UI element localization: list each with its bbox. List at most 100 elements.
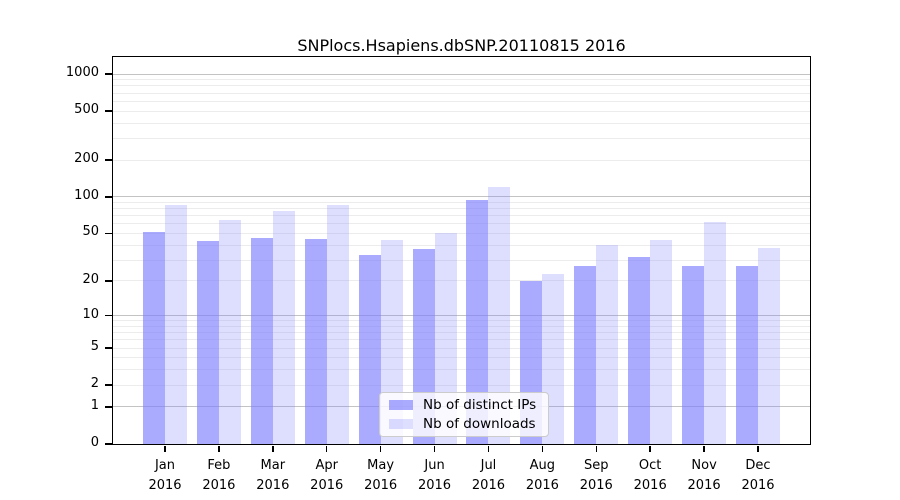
legend-label-downloads: Nb of downloads: [423, 416, 536, 432]
chart-title: SNPlocs.Hsapiens.dbSNP.20110815 2016: [297, 36, 626, 55]
bar-distinct-ips: [574, 265, 597, 444]
minor-gridline: [113, 223, 810, 225]
y-tick-mark: [105, 406, 112, 408]
minor-gridline: [113, 215, 810, 217]
minor-gridline: [113, 280, 810, 282]
minor-gridline: [113, 232, 810, 234]
y-tick-mark: [105, 280, 112, 282]
minor-gridline: [113, 325, 810, 327]
plot-area: Nb of distinct IPs Nb of downloads 0 1 2 5 1…: [66, 56, 811, 493]
bar-downloads: [488, 187, 511, 444]
major-gridline: [113, 73, 810, 75]
bar-downloads: [272, 211, 295, 444]
bar-downloads: [596, 245, 619, 444]
y-tick-mark: [105, 384, 112, 386]
y-tick-label: 0: [90, 435, 99, 450]
major-gridline: [113, 196, 810, 198]
bar-downloads: [704, 222, 727, 444]
legend: Nb of distinct IPs Nb of downloads: [379, 392, 549, 437]
x-tick-label: Dec 2016: [741, 458, 775, 493]
x-tick-label: Mar 2016: [256, 458, 290, 493]
legend-item-distinct-ips: Nb of distinct IPs: [389, 397, 548, 413]
bar-downloads: [218, 219, 241, 444]
bar-distinct-ips: [250, 237, 273, 444]
x-tick-label: Jan 2016: [148, 458, 182, 493]
minor-gridline: [113, 100, 810, 102]
minor-gridline: [113, 208, 810, 210]
bar-downloads: [650, 240, 673, 444]
y-tick-mark: [105, 196, 112, 198]
x-tick-label: Apr 2016: [310, 458, 344, 493]
x-tick-mark: [757, 445, 759, 452]
y-tick-mark: [105, 110, 112, 112]
x-tick-label: Aug 2016: [525, 458, 559, 493]
minor-gridline: [113, 369, 810, 371]
bar-distinct-ips: [736, 265, 758, 444]
bar-downloads: [326, 205, 349, 444]
x-tick-label: May 2016: [364, 458, 398, 493]
minor-gridline: [113, 244, 810, 246]
y-tick-label: 1000: [65, 65, 99, 81]
bar-distinct-ips: [358, 255, 381, 444]
minor-gridline: [113, 137, 810, 139]
x-tick-label: Oct 2016: [633, 458, 667, 493]
x-tick-label: Jun 2016: [417, 458, 452, 493]
minor-gridline: [113, 201, 810, 203]
y-tick-label: 50: [82, 224, 99, 240]
minor-gridline: [113, 85, 810, 87]
x-tick-mark: [541, 445, 544, 452]
y-tick-mark: [105, 73, 112, 75]
legend-label-distinct-ips: Nb of distinct IPs: [423, 397, 537, 413]
y-tick-mark: [105, 159, 112, 161]
y-tick-label: 200: [74, 151, 99, 167]
y-tick-label: 10: [82, 306, 99, 322]
bar-distinct-ips: [143, 232, 165, 444]
bar-distinct-ips: [628, 256, 651, 444]
minor-gridline: [113, 92, 810, 94]
bar-distinct-ips: [466, 199, 489, 444]
bar-downloads: [758, 247, 780, 444]
y-tick-mark: [105, 232, 112, 235]
major-gridline: [113, 315, 810, 317]
y-tick-mark: [105, 443, 112, 445]
legend-swatch-downloads: [389, 419, 413, 429]
x-tick-mark: [218, 445, 220, 452]
bar-distinct-ips: [304, 238, 327, 444]
bar-downloads: [165, 205, 187, 444]
minor-gridline: [113, 159, 810, 161]
legend-swatch-distinct-ips: [389, 400, 413, 410]
x-tick-mark: [433, 445, 436, 452]
minor-gridline: [113, 347, 810, 349]
x-tick-label: Feb 2016: [202, 458, 236, 493]
minor-gridline: [113, 320, 810, 322]
minor-gridline: [113, 110, 810, 112]
y-tick-mark: [105, 347, 112, 349]
minor-gridline: [113, 339, 810, 341]
x-tick-mark: [164, 445, 166, 452]
x-tick-label: Nov 2016: [687, 458, 721, 493]
x-tick-mark: [272, 445, 274, 452]
minor-gridline: [113, 384, 810, 386]
y-tick-mark: [105, 314, 112, 317]
y-tick-label: 1: [90, 397, 99, 413]
minor-gridline: [113, 259, 810, 261]
bar-distinct-ips: [196, 241, 219, 444]
x-tick-mark: [649, 445, 651, 452]
x-tick-mark: [703, 445, 705, 452]
y-tick-label: 2: [90, 376, 99, 392]
x-tick-mark: [379, 445, 382, 452]
bar-distinct-ips: [682, 265, 705, 444]
y-tick-label: 100: [74, 187, 99, 203]
bar-downloads: [434, 233, 457, 444]
minor-gridline: [113, 332, 810, 334]
y-tick-label: 5: [90, 339, 99, 355]
legend-item-downloads: Nb of downloads: [389, 416, 548, 432]
y-tick-label: 20: [82, 271, 99, 287]
x-tick-mark: [325, 445, 328, 452]
x-tick-label: Sep 2016: [579, 458, 613, 493]
x-tick-mark: [487, 445, 490, 452]
x-tick-label: Jul 2016: [471, 458, 505, 493]
x-tick-mark: [595, 445, 598, 452]
y-tick-label: 500: [74, 102, 99, 118]
